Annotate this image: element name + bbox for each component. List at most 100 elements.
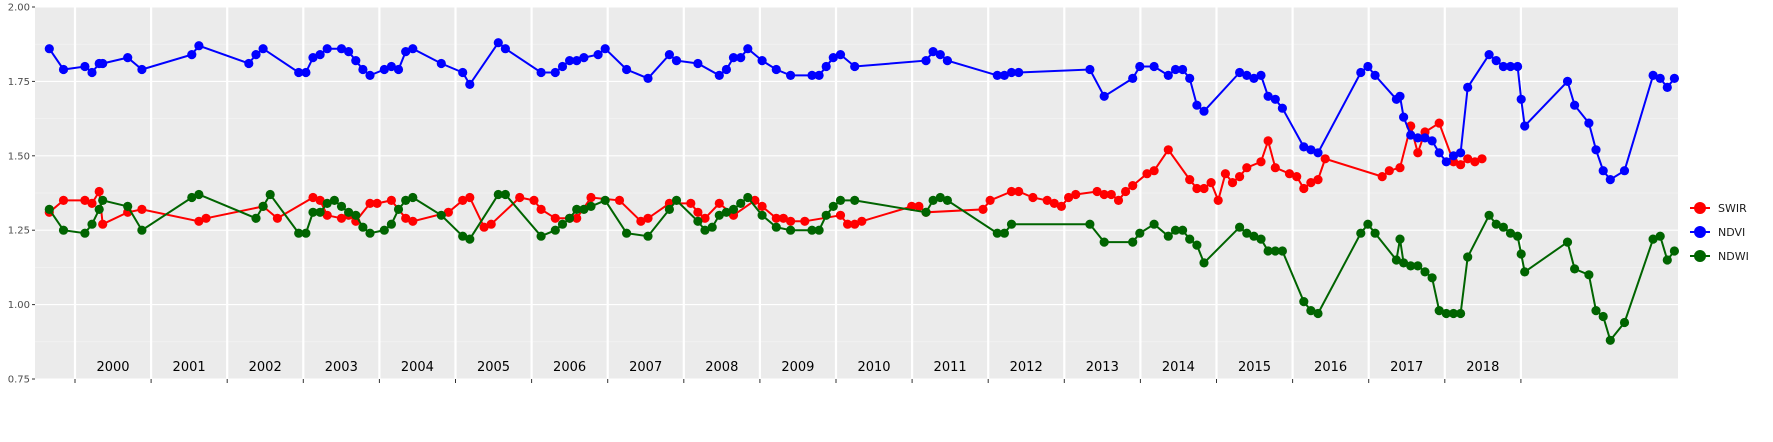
data-point-ndvi	[1463, 82, 1473, 92]
data-point-ndvi	[1648, 70, 1658, 80]
data-point-swir	[1113, 195, 1124, 205]
year-label: 2016	[1314, 360, 1347, 375]
data-point-ndwi	[835, 195, 846, 205]
data-point-ndvi	[693, 58, 703, 69]
data-point-ndwi	[1669, 246, 1679, 256]
data-point-ndvi	[1306, 145, 1316, 155]
data-point-swir	[272, 213, 282, 223]
data-point-ndvi	[301, 67, 311, 78]
data-point-ndvi	[1256, 70, 1266, 80]
data-point-swir	[479, 222, 489, 232]
data-point-ndwi	[458, 231, 468, 241]
data-point-ndwi	[436, 210, 446, 220]
data-point-ndwi	[771, 222, 781, 232]
data-point-ndvi	[557, 61, 568, 72]
data-point-swir	[1064, 192, 1074, 203]
data-point-swir	[194, 216, 204, 226]
data-point-ndvi	[187, 50, 197, 60]
data-point-ndvi	[999, 70, 1010, 80]
data-point-swir	[586, 192, 596, 203]
data-point-ndwi	[401, 195, 411, 205]
data-point-swir	[1456, 160, 1466, 170]
data-point-ndwi	[365, 228, 375, 238]
data-point-ndwi	[786, 225, 796, 235]
legend-key-ndwi	[1688, 244, 1712, 268]
data-point-ndvi	[550, 67, 560, 78]
data-point-ndvi	[1420, 133, 1430, 143]
data-point-swir	[137, 204, 147, 214]
legend-item-ndvi: NDVI	[1688, 220, 1749, 244]
data-point-ndvi	[1313, 148, 1323, 158]
data-point-ndwi	[308, 207, 318, 217]
data-point-swir	[614, 195, 625, 205]
data-point-ndvi	[736, 53, 746, 63]
data-point-swir	[80, 195, 90, 205]
data-point-ndwi	[194, 189, 204, 200]
data-point-ndwi	[322, 198, 332, 208]
data-point-ndvi	[1619, 166, 1630, 176]
data-point-swir	[87, 198, 97, 208]
legend: SWIR NDVI NDWI	[1688, 196, 1749, 268]
data-point-ndvi	[1448, 151, 1459, 161]
data-point-ndwi	[1099, 237, 1109, 247]
data-point-ndwi	[58, 225, 69, 235]
data-point-swir	[1384, 166, 1394, 176]
data-point-ndvi	[379, 64, 389, 75]
legend-item-ndwi: NDWI	[1688, 244, 1749, 268]
data-point-ndvi	[1270, 94, 1280, 104]
data-point-ndwi	[386, 219, 396, 229]
data-point-ndvi	[1498, 61, 1508, 72]
data-point-swir	[1263, 136, 1273, 146]
data-point-ndwi	[1605, 335, 1615, 345]
y-tick-label: 1.50	[8, 151, 30, 162]
data-point-swir	[1199, 183, 1209, 194]
data-point-ndwi	[1263, 246, 1273, 256]
data-point-swir	[1071, 189, 1081, 200]
data-point-ndvi	[137, 64, 147, 75]
data-point-ndvi	[1135, 61, 1145, 72]
data-point-ndwi	[1313, 308, 1323, 319]
data-point-ndwi	[714, 210, 724, 220]
data-point-ndvi	[1263, 91, 1273, 101]
data-point-ndwi	[1648, 234, 1658, 244]
data-point-ndvi	[1570, 100, 1580, 110]
data-point-ndwi	[1085, 219, 1095, 229]
data-point-ndwi	[700, 225, 710, 235]
data-point-ndvi	[757, 56, 767, 66]
year-label: 2008	[705, 360, 738, 375]
data-point-swir	[1092, 186, 1102, 197]
data-point-ndvi	[1413, 133, 1423, 143]
data-point-swir	[843, 219, 853, 229]
data-point-swir	[1149, 166, 1159, 176]
data-point-ndvi	[336, 44, 347, 54]
data-point-ndvi	[344, 47, 354, 57]
data-point-ndvi	[1242, 70, 1252, 80]
series-ndvi	[44, 38, 1679, 185]
data-point-ndwi	[928, 195, 938, 205]
data-point-swir	[408, 216, 418, 226]
data-point-ndwi	[579, 204, 589, 214]
data-point-ndwi	[500, 189, 510, 200]
data-point-swir	[914, 201, 924, 211]
data-point-swir	[1192, 183, 1202, 194]
data-point-ndwi	[664, 204, 675, 214]
data-point-swir	[322, 210, 332, 220]
legend-key-ndvi	[1688, 220, 1712, 244]
data-point-ndwi	[137, 225, 147, 235]
data-point-swir	[1099, 189, 1109, 200]
data-point-ndwi	[1598, 311, 1608, 322]
data-point-ndwi	[1163, 231, 1173, 241]
data-point-ndwi	[1619, 317, 1630, 328]
year-label: 2012	[1010, 360, 1043, 375]
data-point-ndwi	[1270, 246, 1280, 256]
data-point-swir	[1206, 178, 1216, 188]
data-point-ndvi	[1399, 112, 1409, 122]
data-point-swir	[1128, 181, 1138, 191]
data-point-ndwi	[850, 195, 860, 205]
data-point-ndvi	[194, 41, 204, 51]
data-point-ndvi	[664, 50, 675, 60]
data-point-swir	[386, 195, 396, 205]
data-point-ndvi	[1605, 175, 1615, 185]
data-point-ndwi	[1277, 246, 1287, 256]
data-point-ndwi	[828, 201, 838, 211]
